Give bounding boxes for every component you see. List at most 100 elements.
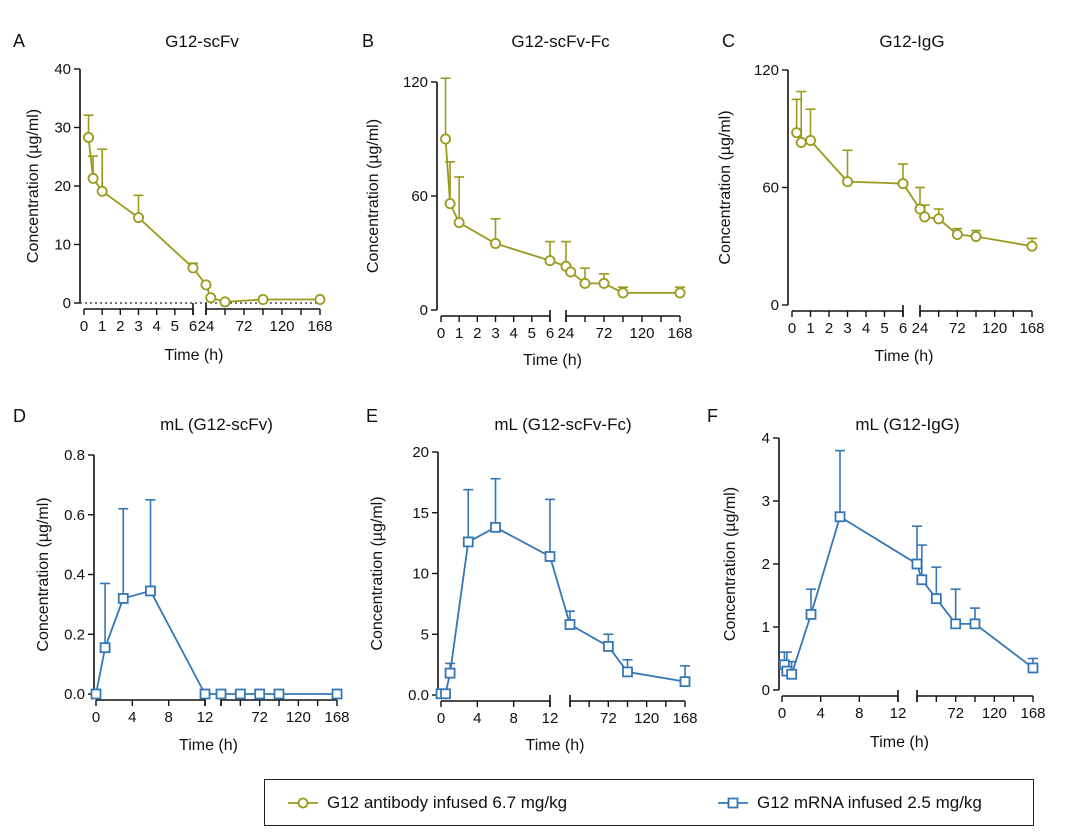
- x-tick-label: 120: [982, 705, 1007, 722]
- data-point: [1026, 240, 1038, 252]
- y-tick-label: 0: [762, 682, 770, 699]
- y-axis-label: Concentration (µg/ml): [717, 110, 734, 264]
- data-point: [96, 185, 108, 197]
- x-tick-label: 0: [437, 325, 445, 342]
- x-tick-label: 2: [825, 320, 833, 337]
- data-point: [951, 228, 963, 240]
- data-point: [314, 293, 326, 305]
- legend: G12 antibody infused 6.7 mg/kg G12 mRNA …: [264, 779, 1034, 826]
- legend-label-mrna: G12 mRNA infused 2.5 mg/kg: [757, 792, 982, 812]
- data-point: [444, 667, 456, 679]
- data-point: [234, 688, 246, 700]
- data-point: [930, 593, 942, 605]
- series-line: [95, 589, 337, 695]
- legend-entry-antibody: G12 antibody infused 6.7 mg/kg: [287, 793, 567, 813]
- data-point: [199, 688, 211, 700]
- x-tick-label: 120: [286, 709, 311, 726]
- data-point: [602, 641, 614, 652]
- x-tick-label: 8: [164, 709, 172, 726]
- y-tick-label: 0: [63, 295, 71, 312]
- data-point: [453, 217, 465, 229]
- y-tick-label: 0.4: [64, 567, 85, 584]
- data-point: [462, 536, 474, 548]
- y-axis-label: Concentration (µg/ml): [365, 119, 382, 273]
- y-tick-label: 5: [421, 626, 429, 643]
- data-point: [679, 676, 691, 688]
- panel-title: G12-IgG: [879, 32, 944, 51]
- series-line: [783, 515, 1034, 676]
- data-point: [440, 133, 452, 145]
- data-point: [791, 127, 803, 139]
- data-point: [444, 198, 456, 210]
- y-tick-label: 120: [754, 62, 779, 79]
- x-tick-label: 72: [236, 318, 253, 335]
- data-point: [598, 277, 610, 289]
- data-point: [205, 292, 217, 304]
- x-tick-label: 0: [92, 709, 100, 726]
- x-axis-label: Time (h): [526, 737, 585, 754]
- y-tick-label: 0: [771, 297, 779, 314]
- data-point: [117, 593, 129, 604]
- data-point: [544, 255, 556, 267]
- x-tick-label: 1: [98, 318, 106, 335]
- x-tick-label: 3: [843, 320, 851, 337]
- data-point: [273, 688, 285, 700]
- x-tick-label: 72: [947, 705, 964, 722]
- data-point: [834, 511, 846, 523]
- panel-a: A G12-scFv 0 10 20 30 40 Concentration (µg/ml) 0…: [13, 31, 333, 364]
- y-tick-label: 0.8: [64, 447, 85, 464]
- x-tick-label: 0: [778, 705, 786, 722]
- x-tick-label: 168: [672, 710, 697, 727]
- y-tick-label: 2: [762, 556, 770, 573]
- x-tick-label: 120: [982, 320, 1007, 337]
- x-tick-label: 4: [862, 320, 870, 337]
- y-tick-label: 0.0: [64, 686, 85, 703]
- y-tick-label: 40: [54, 61, 71, 78]
- y-axis-label: Concentration (µg/ml): [722, 487, 739, 641]
- x-tick-label: 3: [491, 325, 499, 342]
- x-tick-label: 72: [596, 325, 613, 342]
- data-point: [257, 293, 269, 305]
- data-point: [950, 618, 962, 630]
- x-tick-label: 1: [806, 320, 814, 337]
- x-tick-label: 120: [269, 318, 294, 335]
- x-tick-label: 4: [152, 318, 160, 335]
- panel-letter: F: [707, 406, 718, 426]
- y-tick-label: 0.0: [408, 687, 429, 704]
- data-point: [911, 558, 923, 570]
- data-point: [331, 688, 343, 700]
- x-tick-label: 168: [1020, 705, 1045, 722]
- x-tick-label: 0: [788, 320, 796, 337]
- x-tick-label: 4: [473, 710, 481, 727]
- panel-title: G12-scFv: [165, 32, 239, 51]
- y-tick-label: 10: [54, 237, 71, 254]
- data-point: [919, 211, 931, 223]
- y-tick-label: 20: [54, 178, 71, 195]
- x-tick-label: 3: [134, 318, 142, 335]
- x-tick-label: 168: [667, 325, 692, 342]
- y-tick-label: 1: [762, 619, 770, 636]
- x-tick-label: 24: [198, 318, 215, 335]
- data-point: [489, 237, 501, 249]
- data-point: [805, 609, 817, 620]
- data-point: [132, 212, 144, 224]
- x-tick-label: 120: [629, 325, 654, 342]
- y-tick-label: 4: [762, 430, 770, 447]
- x-tick-label: 6: [189, 318, 197, 335]
- x-tick-label: 0: [437, 710, 445, 727]
- panel-letter: C: [722, 31, 735, 51]
- panel-title: mL (G12-scFv): [160, 415, 273, 434]
- panel-title: G12-scFv-Fc: [511, 32, 610, 51]
- data-point: [200, 279, 212, 291]
- data-point: [145, 585, 156, 597]
- panel-title: mL (G12-IgG): [855, 415, 959, 434]
- data-point: [565, 266, 577, 278]
- panel-letter: D: [13, 406, 26, 426]
- x-tick-label: 72: [949, 320, 966, 337]
- y-tick-label: 0: [420, 302, 428, 319]
- data-point: [622, 666, 633, 678]
- data-point: [83, 131, 95, 143]
